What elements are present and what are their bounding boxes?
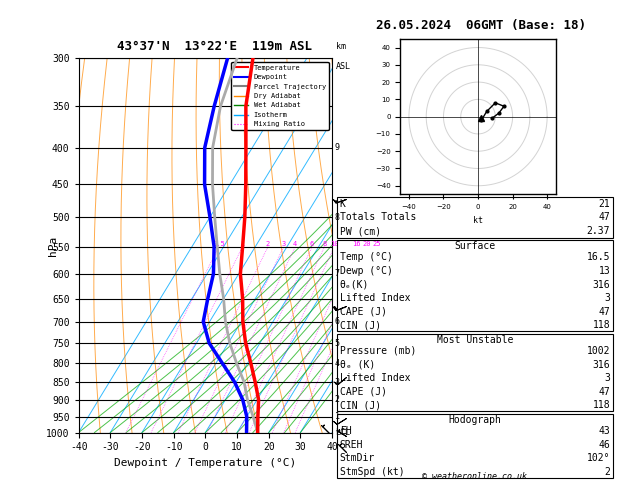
Text: 46: 46 [598, 439, 610, 450]
Text: CIN (J): CIN (J) [340, 400, 381, 410]
Text: 1: 1 [335, 412, 340, 421]
Text: 0.5: 0.5 [213, 241, 225, 247]
Text: 3: 3 [604, 293, 610, 303]
Text: 3: 3 [335, 378, 340, 386]
Text: 3: 3 [282, 241, 286, 247]
Text: Surface: Surface [454, 242, 496, 251]
Text: © weatheronline.co.uk: © weatheronline.co.uk [423, 472, 527, 481]
Text: 2: 2 [604, 467, 610, 477]
Text: LCL: LCL [335, 428, 350, 437]
Text: 43: 43 [598, 426, 610, 436]
Text: 47: 47 [598, 387, 610, 397]
Legend: Temperature, Dewpoint, Parcel Trajectory, Dry Adiabat, Wet Adiabat, Isotherm, Mi: Temperature, Dewpoint, Parcel Trajectory… [231, 62, 328, 130]
Text: 118: 118 [593, 400, 610, 410]
X-axis label: kt: kt [473, 216, 483, 225]
Text: 47: 47 [598, 307, 610, 317]
Text: 6: 6 [310, 241, 314, 247]
Text: 8: 8 [335, 212, 340, 222]
Text: 2.37: 2.37 [587, 226, 610, 236]
Text: 7: 7 [335, 269, 340, 278]
Text: EH: EH [340, 426, 352, 436]
Text: Lifted Index: Lifted Index [340, 373, 410, 383]
Text: 118: 118 [593, 320, 610, 330]
Text: 9: 9 [335, 143, 340, 152]
Text: 102°: 102° [587, 453, 610, 463]
Text: CAPE (J): CAPE (J) [340, 387, 387, 397]
Text: Hodograph: Hodograph [448, 415, 501, 425]
Text: 6: 6 [335, 317, 340, 326]
Text: CAPE (J): CAPE (J) [340, 307, 387, 317]
Text: km: km [336, 42, 346, 51]
Text: 43°37'N  13°22'E  119m ASL: 43°37'N 13°22'E 119m ASL [116, 40, 311, 53]
Text: 26.05.2024  06GMT (Base: 18): 26.05.2024 06GMT (Base: 18) [376, 19, 586, 33]
Text: StmSpd (kt): StmSpd (kt) [340, 467, 404, 477]
Text: Dewp (°C): Dewp (°C) [340, 266, 392, 276]
Text: 1002: 1002 [587, 346, 610, 356]
Text: Temp (°C): Temp (°C) [340, 252, 392, 262]
Text: hPa: hPa [48, 235, 58, 256]
Text: StmDir: StmDir [340, 453, 375, 463]
Text: 4: 4 [335, 359, 340, 368]
Text: 4: 4 [293, 241, 298, 247]
Text: SREH: SREH [340, 439, 363, 450]
Text: 16.5: 16.5 [587, 252, 610, 262]
Text: θₑ (K): θₑ (K) [340, 360, 375, 369]
Text: 20: 20 [362, 241, 370, 247]
Text: 316: 316 [593, 360, 610, 369]
Text: 2: 2 [335, 395, 340, 404]
Text: 316: 316 [593, 279, 610, 290]
Text: 5: 5 [335, 339, 340, 347]
Text: 21: 21 [598, 199, 610, 209]
Text: Pressure (mb): Pressure (mb) [340, 346, 416, 356]
Text: 16: 16 [352, 241, 360, 247]
Text: Most Unstable: Most Unstable [437, 335, 513, 345]
Text: ASL: ASL [336, 62, 351, 71]
Text: CIN (J): CIN (J) [340, 320, 381, 330]
Text: Totals Totals: Totals Totals [340, 212, 416, 223]
Text: 1: 1 [240, 241, 245, 247]
Text: PW (cm): PW (cm) [340, 226, 381, 236]
X-axis label: Dewpoint / Temperature (°C): Dewpoint / Temperature (°C) [114, 458, 296, 468]
Text: 47: 47 [598, 212, 610, 223]
Text: 2: 2 [266, 241, 270, 247]
Text: 3: 3 [604, 373, 610, 383]
Text: θₑ(K): θₑ(K) [340, 279, 369, 290]
Text: 8: 8 [323, 241, 326, 247]
Text: 10: 10 [330, 241, 338, 247]
Text: 25: 25 [373, 241, 381, 247]
Text: Lifted Index: Lifted Index [340, 293, 410, 303]
Text: K: K [340, 199, 345, 209]
Text: 13: 13 [598, 266, 610, 276]
